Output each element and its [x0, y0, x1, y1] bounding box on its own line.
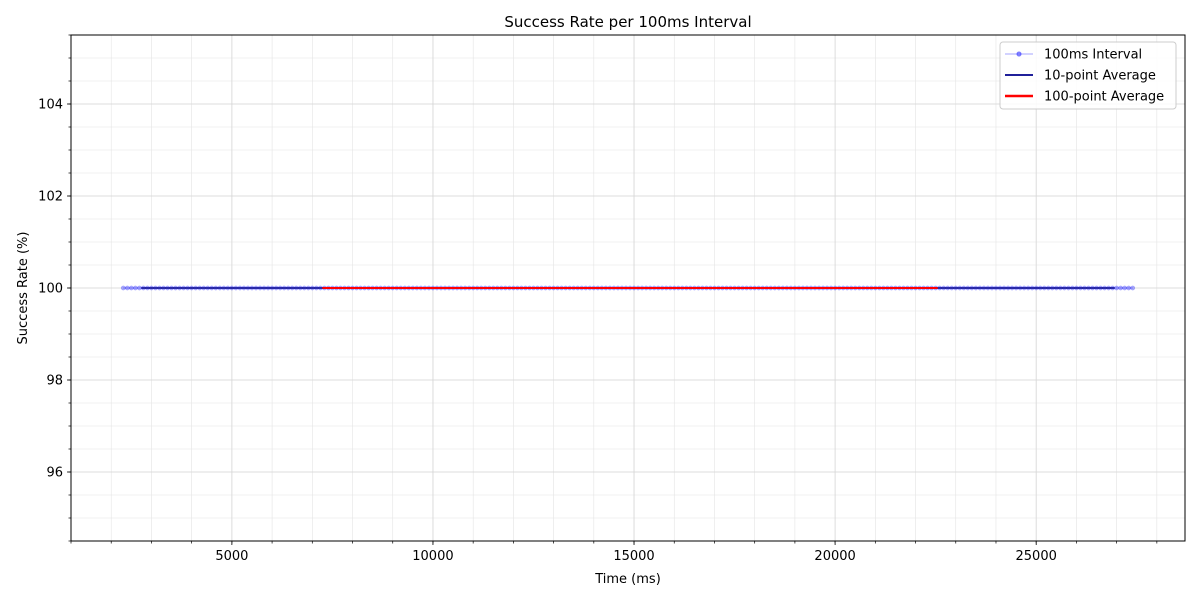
y-tick-label: 102 — [38, 190, 63, 205]
data-point — [1118, 285, 1124, 291]
y-tick-label: 104 — [38, 98, 63, 113]
data-point — [132, 285, 138, 291]
chart-title: Success Rate per 100ms Interval — [504, 13, 751, 31]
x-tick-label: 20000 — [814, 549, 855, 564]
x-axis-label: Time (ms) — [594, 572, 661, 587]
data-point — [1122, 285, 1128, 291]
x-tick-label: 25000 — [1016, 549, 1057, 564]
legend-swatch-marker — [1016, 51, 1022, 57]
x-tick-label: 15000 — [613, 549, 654, 564]
y-axis-label: Success Rate (%) — [16, 232, 31, 345]
y-tick-label: 100 — [38, 282, 63, 297]
data-point — [128, 285, 134, 291]
y-tick-label: 96 — [46, 466, 63, 481]
data-point — [137, 285, 142, 291]
data-point — [120, 285, 126, 291]
x-tick-label: 10000 — [412, 549, 453, 564]
legend-label: 10-point Average — [1044, 69, 1156, 84]
data-point — [1126, 285, 1132, 291]
axis-ticks: 5000 10000 15000 20000 25000 96 98 100 102 104 — [38, 34, 1158, 564]
legend: 100ms Interval 10-point Average 100-point … — [999, 41, 1177, 110]
x-tick-label: 5000 — [215, 549, 248, 564]
legend-label: 100ms Interval — [1044, 48, 1142, 63]
data-point — [124, 285, 130, 291]
data-point — [1114, 285, 1119, 291]
data-point — [1130, 285, 1136, 291]
legend-label: 100-point Average — [1044, 90, 1164, 105]
series-layer — [120, 285, 1136, 291]
legend-box — [999, 41, 1177, 110]
y-tick-label: 98 — [46, 374, 63, 389]
